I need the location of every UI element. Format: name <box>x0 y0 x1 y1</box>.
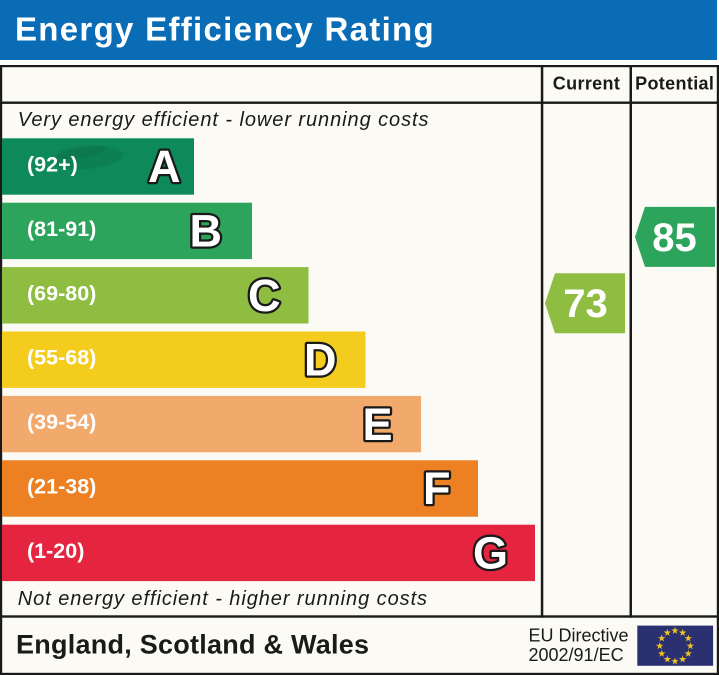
svg-text:Energy Efficiency Rating: Energy Efficiency Rating <box>15 11 435 48</box>
svg-text:(1-20): (1-20) <box>27 539 84 563</box>
svg-text:Potential: Potential <box>635 74 714 94</box>
svg-text:C: C <box>248 270 281 321</box>
svg-text:85: 85 <box>652 216 697 260</box>
svg-text:Current: Current <box>553 74 620 94</box>
svg-text:(92+): (92+) <box>27 153 78 177</box>
svg-text:(81-91): (81-91) <box>27 217 96 241</box>
svg-text:A: A <box>148 141 181 192</box>
svg-text:(69-80): (69-80) <box>27 281 96 305</box>
svg-text:D: D <box>304 334 337 385</box>
svg-text:(21-38): (21-38) <box>27 475 96 499</box>
svg-text:F: F <box>423 463 451 514</box>
svg-text:(39-54): (39-54) <box>27 410 96 434</box>
svg-text:B: B <box>190 206 223 257</box>
svg-text:(55-68): (55-68) <box>27 346 96 370</box>
svg-text:73: 73 <box>563 282 608 326</box>
svg-text:E: E <box>362 399 392 450</box>
svg-text:Very energy efficient - lower: Very energy efficient - lower running co… <box>18 109 430 131</box>
svg-text:England, Scotland & Wales: England, Scotland & Wales <box>16 630 369 660</box>
svg-text:2002/91/EC: 2002/91/EC <box>529 645 624 665</box>
svg-text:Not energy efficient - higher: Not energy efficient - higher running co… <box>18 588 428 610</box>
svg-text:G: G <box>473 528 508 579</box>
svg-text:EU Directive: EU Directive <box>529 625 629 645</box>
